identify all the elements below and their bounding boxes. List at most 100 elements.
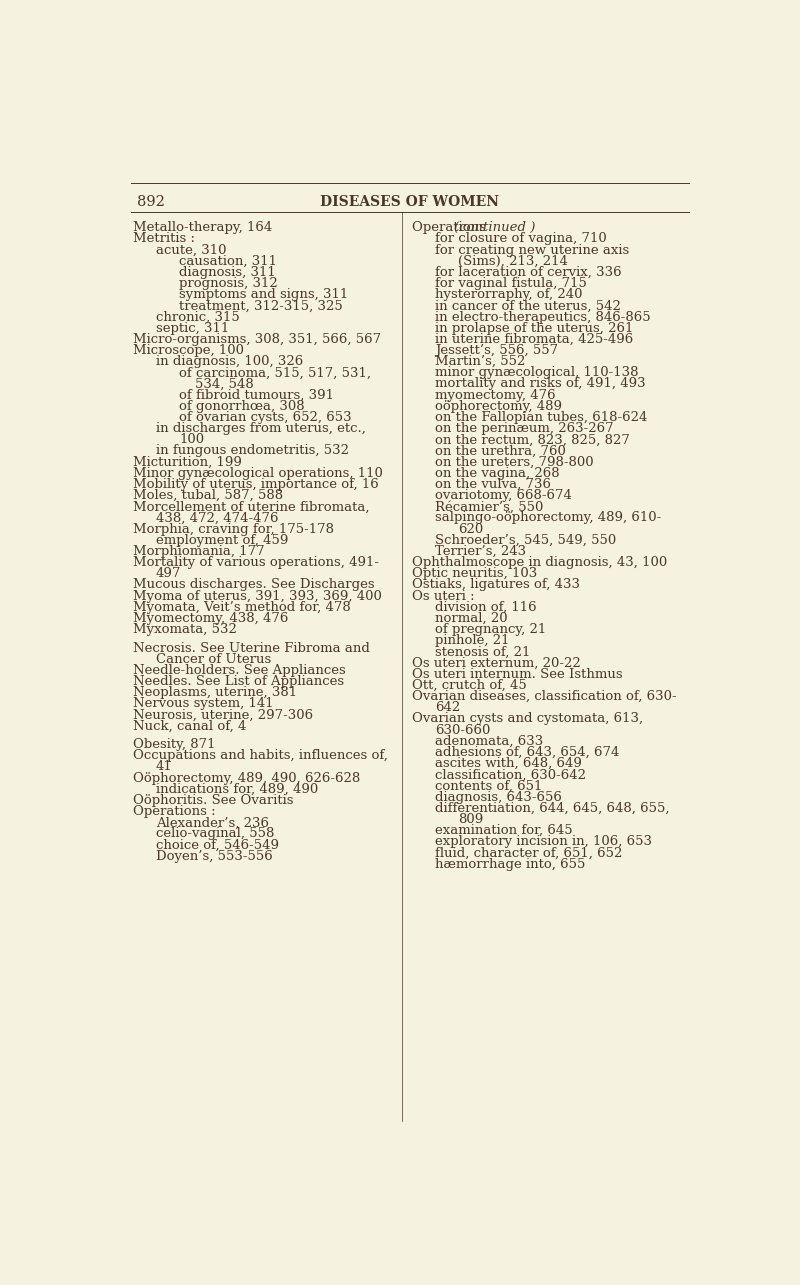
Text: in uterine fibromata, 425-496: in uterine fibromata, 425-496 [435, 333, 633, 346]
Text: Ophthalmoscope in diagnosis, 43, 100: Ophthalmoscope in diagnosis, 43, 100 [411, 556, 666, 569]
Text: Occupations and habits, influences of,: Occupations and habits, influences of, [133, 749, 387, 762]
Text: normal, 20: normal, 20 [435, 612, 507, 625]
Text: for closure of vagina, 710: for closure of vagina, 710 [435, 233, 606, 245]
Text: exploratory incision in, 106, 653: exploratory incision in, 106, 653 [435, 835, 652, 848]
Text: Nervous system, 141: Nervous system, 141 [133, 698, 273, 711]
Text: Needles. See List of Appliances: Needles. See List of Appliances [133, 675, 344, 687]
Text: 534, 548: 534, 548 [194, 378, 254, 391]
Text: Schroeder’s, 545, 549, 550: Schroeder’s, 545, 549, 550 [435, 533, 616, 547]
Text: contents of, 651: contents of, 651 [435, 780, 542, 793]
Text: Operations :: Operations : [133, 806, 215, 819]
Text: of pregnancy, 21: of pregnancy, 21 [435, 623, 546, 636]
Text: causation, 311: causation, 311 [179, 254, 277, 267]
Text: differentiation, 644, 645, 648, 655,: differentiation, 644, 645, 648, 655, [435, 802, 670, 815]
Text: Minor gynæcological operations, 110: Minor gynæcological operations, 110 [133, 466, 382, 479]
Text: Os uteri internum. See Isthmus: Os uteri internum. See Isthmus [411, 668, 622, 681]
Text: Terrier’s, 243: Terrier’s, 243 [435, 545, 526, 558]
Text: 809: 809 [458, 813, 483, 826]
Text: for vaginal fistula, 715: for vaginal fistula, 715 [435, 278, 586, 290]
Text: in discharges from uterus, etc.,: in discharges from uterus, etc., [156, 423, 366, 436]
Text: Mucous discharges. See Discharges: Mucous discharges. See Discharges [133, 578, 374, 591]
Text: Operations: Operations [411, 221, 490, 234]
Text: in cancer of the uterus, 542: in cancer of the uterus, 542 [435, 299, 621, 312]
Text: hysterorraphy, of, 240: hysterorraphy, of, 240 [435, 288, 582, 301]
Text: Ovarian cysts and cystomata, 613,: Ovarian cysts and cystomata, 613, [411, 712, 642, 726]
Text: Myomata, Veit’s method for, 478: Myomata, Veit’s method for, 478 [133, 601, 350, 614]
Text: indications for, 489, 490: indications for, 489, 490 [156, 783, 318, 795]
Text: Ovarian diseases, classification of, 630-: Ovarian diseases, classification of, 630… [411, 690, 676, 703]
Text: in fungous endometritis, 532: in fungous endometritis, 532 [156, 445, 349, 457]
Text: stenosis of, 21: stenosis of, 21 [435, 645, 530, 658]
Text: Ott, crutch of, 45: Ott, crutch of, 45 [411, 678, 526, 691]
Text: 438, 472, 474-476: 438, 472, 474-476 [156, 511, 278, 524]
Text: symptoms and signs, 311: symptoms and signs, 311 [179, 288, 348, 301]
Text: choice of, 546-549: choice of, 546-549 [156, 839, 279, 852]
Text: adenomata, 633: adenomata, 633 [435, 735, 543, 748]
Text: 642: 642 [435, 702, 460, 714]
Text: Morphia, craving for, 175-178: Morphia, craving for, 175-178 [133, 523, 334, 536]
Text: Mobility of uterus, importance of, 16: Mobility of uterus, importance of, 16 [133, 478, 378, 491]
Text: treatment, 312-315, 325: treatment, 312-315, 325 [179, 299, 343, 312]
Text: Neurosis, uterine, 297-306: Neurosis, uterine, 297-306 [133, 708, 313, 722]
Text: 620: 620 [458, 523, 483, 536]
Text: on the ureters, 798-800: on the ureters, 798-800 [435, 456, 594, 469]
Text: Optic neuritis, 103: Optic neuritis, 103 [411, 567, 537, 581]
Text: Morcellement of uterine fibromata,: Morcellement of uterine fibromata, [133, 500, 369, 513]
Text: DISEASES OF WOMEN: DISEASES OF WOMEN [321, 195, 499, 209]
Text: Moles, tubal, 587, 588: Moles, tubal, 587, 588 [133, 490, 282, 502]
Text: Nuck, canal of, 4: Nuck, canal of, 4 [133, 720, 246, 732]
Text: 100: 100 [179, 433, 204, 446]
Text: on the Fallopian tubes, 618-624: on the Fallopian tubes, 618-624 [435, 411, 647, 424]
Text: Ostiaks, ligatures of, 433: Ostiaks, ligatures of, 433 [411, 578, 579, 591]
Text: adhesions of, 643, 654, 674: adhesions of, 643, 654, 674 [435, 747, 619, 759]
Text: on the urethra, 760: on the urethra, 760 [435, 445, 566, 457]
Text: 630-660: 630-660 [435, 723, 490, 736]
Text: Obesity, 871: Obesity, 871 [133, 738, 215, 752]
Text: hæmorrhage into, 655: hæmorrhage into, 655 [435, 857, 585, 871]
Text: in diagnosis, 100, 326: in diagnosis, 100, 326 [156, 355, 303, 369]
Text: Jessett’s, 556, 557: Jessett’s, 556, 557 [435, 344, 558, 357]
Text: in prolapse of the uterus, 261: in prolapse of the uterus, 261 [435, 321, 633, 334]
Text: Os uteri externum, 20-22: Os uteri externum, 20-22 [411, 657, 580, 669]
Text: of gonorrhœa, 308: of gonorrhœa, 308 [179, 400, 305, 412]
Text: 41: 41 [156, 761, 173, 774]
Text: Os uteri :: Os uteri : [411, 590, 474, 603]
Text: of ovarian cysts, 652, 653: of ovarian cysts, 652, 653 [179, 411, 352, 424]
Text: on the vulva, 736: on the vulva, 736 [435, 478, 550, 491]
Text: septic, 311: septic, 311 [156, 321, 229, 334]
Text: prognosis, 312: prognosis, 312 [179, 278, 278, 290]
Text: examination for, 645: examination for, 645 [435, 824, 573, 837]
Text: ovariotomy, 668-674: ovariotomy, 668-674 [435, 490, 572, 502]
Text: Myxomata, 532: Myxomata, 532 [133, 623, 237, 636]
Text: (Sims), 213, 214: (Sims), 213, 214 [458, 254, 568, 267]
Text: salpingo-oöphorectomy, 489, 610-: salpingo-oöphorectomy, 489, 610- [435, 511, 661, 524]
Text: Morphiomania, 177: Morphiomania, 177 [133, 545, 264, 558]
Text: celio-vaginal, 558: celio-vaginal, 558 [156, 828, 274, 840]
Text: Myomectomy, 438, 476: Myomectomy, 438, 476 [133, 612, 288, 625]
Text: Alexander’s, 236: Alexander’s, 236 [156, 816, 269, 829]
Text: 497: 497 [156, 567, 181, 581]
Text: in electro-therapeutics, 846-865: in electro-therapeutics, 846-865 [435, 311, 650, 324]
Text: of fibroid tumours, 391: of fibroid tumours, 391 [179, 388, 334, 402]
Text: division of, 116: division of, 116 [435, 601, 537, 614]
Text: Metritis :: Metritis : [133, 233, 194, 245]
Text: fluid, character of, 651, 652: fluid, character of, 651, 652 [435, 847, 622, 860]
Text: myomectomy, 476: myomectomy, 476 [435, 388, 555, 402]
Text: (continued ): (continued ) [454, 221, 536, 234]
Text: Oöphoritis. See Ovaritis: Oöphoritis. See Ovaritis [133, 794, 293, 807]
Text: on the rectum, 823, 825, 827: on the rectum, 823, 825, 827 [435, 433, 630, 446]
Text: pinhole, 21: pinhole, 21 [435, 635, 510, 648]
Text: Micturition, 199: Micturition, 199 [133, 456, 242, 469]
Text: Neoplasms, uterine, 381: Neoplasms, uterine, 381 [133, 686, 297, 699]
Text: Metallo-therapy, 164: Metallo-therapy, 164 [133, 221, 272, 234]
Text: Doyen’s, 553-556: Doyen’s, 553-556 [156, 849, 273, 862]
Text: diagnosis, 643-656: diagnosis, 643-656 [435, 790, 562, 803]
Text: Mortality of various operations, 491-: Mortality of various operations, 491- [133, 556, 378, 569]
Text: acute, 310: acute, 310 [156, 244, 226, 257]
Text: minor gynæcological, 110-138: minor gynæcological, 110-138 [435, 366, 638, 379]
Text: of carcinoma, 515, 517, 531,: of carcinoma, 515, 517, 531, [179, 366, 371, 379]
Text: mortality and risks of, 491, 493: mortality and risks of, 491, 493 [435, 378, 646, 391]
Text: Myoma of uterus, 391, 393, 369, 400: Myoma of uterus, 391, 393, 369, 400 [133, 590, 382, 603]
Text: for laceration of cervix, 336: for laceration of cervix, 336 [435, 266, 622, 279]
Text: Microscope, 100: Microscope, 100 [133, 344, 243, 357]
